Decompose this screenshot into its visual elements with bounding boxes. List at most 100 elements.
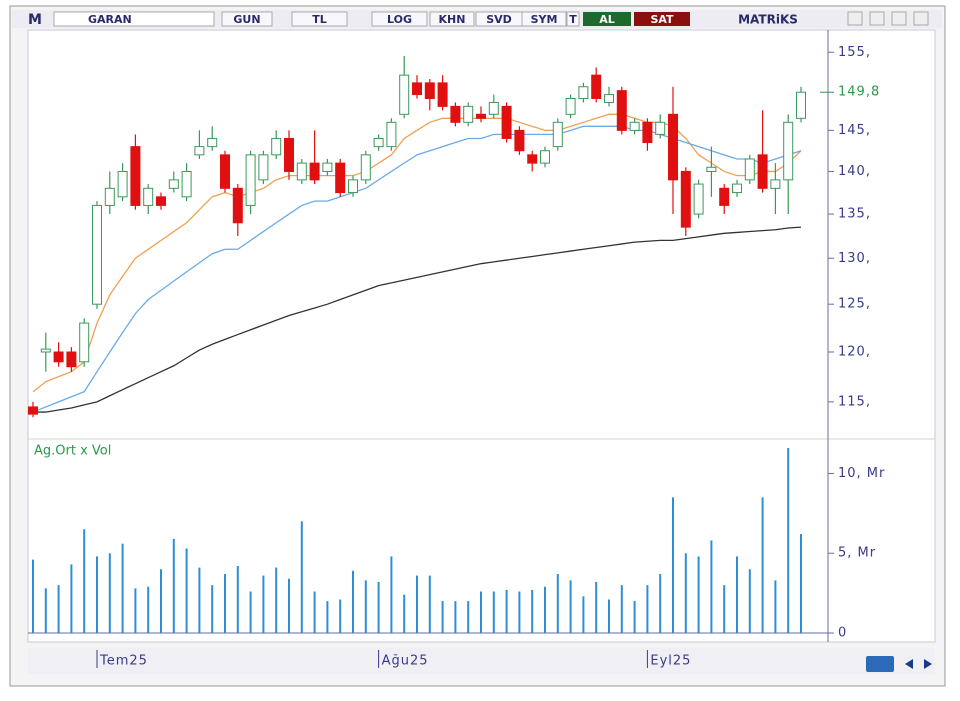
candle-body xyxy=(642,121,653,144)
candle-body xyxy=(732,183,742,194)
toolbar-button[interactable] xyxy=(221,11,273,27)
volume-bar xyxy=(211,585,214,633)
candle-body xyxy=(463,105,474,123)
window-button[interactable] xyxy=(891,11,907,26)
volume-bar xyxy=(288,578,290,633)
candle-body xyxy=(156,196,166,206)
volume-bar xyxy=(185,548,188,633)
candle-body xyxy=(783,121,794,181)
buy-button[interactable] xyxy=(583,12,631,26)
candle-body xyxy=(476,113,486,119)
candle-body xyxy=(28,406,38,415)
y-tick-label: 155, xyxy=(838,45,871,60)
candle-body xyxy=(92,204,102,305)
candle-body xyxy=(79,322,90,363)
y-tick-label: 135, xyxy=(838,207,871,222)
candle-body xyxy=(335,162,346,194)
candle-body xyxy=(232,187,243,224)
candle-body xyxy=(207,137,218,148)
window-button[interactable] xyxy=(869,11,885,26)
scroll-icon[interactable] xyxy=(866,656,894,672)
candle-body xyxy=(168,179,179,189)
candle-body xyxy=(514,129,525,152)
volume-bar xyxy=(800,534,802,633)
candle-body xyxy=(104,187,115,206)
candle-body xyxy=(770,179,781,189)
candle-body xyxy=(181,170,192,198)
sell-label: SAT xyxy=(650,13,674,26)
candle-body xyxy=(450,105,461,123)
candle-body xyxy=(360,154,371,181)
volume-bar xyxy=(774,580,777,633)
y-tick-label: 115, xyxy=(838,394,871,409)
y-tick-label: 10, Mr xyxy=(838,466,885,481)
volume-bar xyxy=(697,556,700,633)
volume-bar xyxy=(198,567,201,633)
toolbar-button-label: SVD xyxy=(486,13,512,26)
candle-body xyxy=(130,146,141,206)
symbol-box[interactable] xyxy=(53,11,215,27)
candle-body xyxy=(412,82,422,96)
candle-body xyxy=(629,121,640,131)
candle-body xyxy=(220,154,230,189)
volume-bar xyxy=(531,589,534,633)
time-bar xyxy=(28,648,935,674)
candle-body xyxy=(757,154,768,189)
candle-body xyxy=(437,82,448,107)
volume-bar xyxy=(556,573,559,633)
volume-bar xyxy=(761,497,764,633)
volume-bar xyxy=(377,581,380,633)
candle-body xyxy=(591,74,602,99)
toolbar-button[interactable] xyxy=(429,11,475,27)
volume-bar xyxy=(134,588,137,633)
volume-bar xyxy=(544,586,546,633)
candle-body xyxy=(40,348,51,353)
toolbar-button[interactable] xyxy=(566,11,580,27)
volume-bar xyxy=(96,556,98,633)
y-tick-label: 145, xyxy=(838,123,871,138)
toolbar-button-label: T xyxy=(569,13,577,26)
candle-body xyxy=(680,170,691,228)
volume-bar xyxy=(147,586,150,633)
candle-body xyxy=(552,121,563,148)
volume-bar xyxy=(595,581,598,633)
logo: M xyxy=(28,12,42,28)
volume-bar xyxy=(608,599,610,633)
y-tick-label: 125, xyxy=(838,297,871,312)
volume-bar xyxy=(428,575,431,633)
y-tick-label: 5, Mr xyxy=(838,546,876,561)
candle-body xyxy=(53,351,64,363)
toolbar-button[interactable] xyxy=(521,11,567,27)
volume-bar xyxy=(32,559,34,633)
candle-body xyxy=(143,187,154,206)
volume-bar xyxy=(57,585,60,633)
candle-body xyxy=(796,91,806,119)
sell-button[interactable] xyxy=(634,12,690,26)
volume-bar xyxy=(736,556,738,633)
candle-body xyxy=(655,121,666,135)
volume-bar xyxy=(787,447,790,633)
moving-average-line xyxy=(33,226,802,413)
toolbar-button[interactable] xyxy=(371,11,428,27)
volume-bar xyxy=(121,543,124,633)
window-button[interactable] xyxy=(847,11,863,26)
toolbar-button[interactable] xyxy=(291,11,348,27)
volume-bar xyxy=(275,567,278,633)
candle-body xyxy=(706,166,717,172)
y-tick-label: 140, xyxy=(838,164,871,179)
symbol: GARAN xyxy=(88,13,132,26)
window-button[interactable] xyxy=(913,11,929,26)
x-tick-label: Tem25 xyxy=(99,654,148,669)
candle-body xyxy=(322,162,333,172)
volume-bar xyxy=(582,596,585,633)
volume-bar xyxy=(492,591,495,633)
scroll-arrows[interactable] xyxy=(905,659,932,669)
volume-bar xyxy=(44,588,47,633)
candle-body xyxy=(744,158,755,181)
volume-bar xyxy=(441,601,444,633)
volume-bar xyxy=(70,564,73,633)
candle-body xyxy=(693,183,704,215)
volume-bar xyxy=(748,569,751,633)
volume-bar xyxy=(108,553,111,633)
